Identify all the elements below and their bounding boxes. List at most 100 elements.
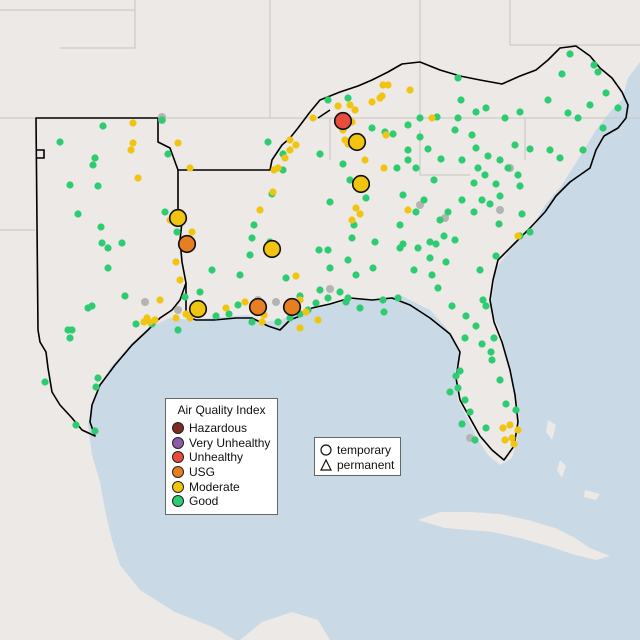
good-monitor-dot[interactable] (404, 121, 412, 129)
good-monitor-dot[interactable] (461, 396, 469, 404)
moderate-monitor-dot[interactable] (514, 232, 522, 240)
good-monitor-dot[interactable] (369, 264, 377, 272)
good-monitor-dot[interactable] (501, 114, 509, 122)
good-monitor-dot[interactable] (495, 220, 503, 228)
good-monitor-dot[interactable] (380, 308, 388, 316)
good-monitor-dot[interactable] (472, 108, 480, 116)
highlighted-monitor-usg[interactable] (282, 297, 302, 317)
moderate-monitor-dot[interactable] (176, 276, 184, 284)
highlighted-monitor-unhealthy[interactable] (333, 111, 353, 131)
moderate-monitor-dot[interactable] (514, 426, 522, 434)
good-monitor-dot[interactable] (324, 294, 332, 302)
good-monitor-dot[interactable] (393, 164, 401, 172)
moderate-monitor-dot[interactable] (384, 81, 392, 89)
unknown-monitor-dot[interactable] (416, 201, 424, 209)
good-monitor-dot[interactable] (594, 68, 602, 76)
good-monitor-dot[interactable] (132, 320, 140, 328)
moderate-monitor-dot[interactable] (404, 206, 412, 214)
good-monitor-dot[interactable] (482, 424, 490, 432)
moderate-monitor-dot[interactable] (406, 86, 414, 94)
moderate-monitor-dot[interactable] (186, 164, 194, 172)
moderate-monitor-dot[interactable] (129, 119, 137, 127)
good-monitor-dot[interactable] (436, 216, 444, 224)
moderate-monitor-dot[interactable] (274, 164, 282, 172)
good-monitor-dot[interactable] (94, 374, 102, 382)
unknown-monitor-dot[interactable] (174, 306, 182, 314)
good-monitor-dot[interactable] (546, 146, 554, 154)
moderate-monitor-dot[interactable] (428, 114, 436, 122)
good-monitor-dot[interactable] (416, 133, 424, 141)
moderate-monitor-dot[interactable] (296, 324, 304, 332)
good-monitor-dot[interactable] (430, 176, 438, 184)
good-monitor-dot[interactable] (84, 304, 92, 312)
moderate-monitor-dot[interactable] (346, 101, 354, 109)
moderate-monitor-dot[interactable] (510, 440, 518, 448)
good-monitor-dot[interactable] (286, 314, 294, 322)
good-monitor-dot[interactable] (326, 264, 334, 272)
good-monitor-dot[interactable] (454, 74, 462, 82)
good-monitor-dot[interactable] (454, 114, 462, 122)
good-monitor-dot[interactable] (564, 109, 572, 117)
good-monitor-dot[interactable] (512, 406, 520, 414)
good-monitor-dot[interactable] (98, 239, 106, 247)
good-monitor-dot[interactable] (174, 326, 182, 334)
good-monitor-dot[interactable] (66, 181, 74, 189)
good-monitor-dot[interactable] (614, 104, 622, 112)
moderate-monitor-dot[interactable] (378, 92, 386, 100)
good-monitor-dot[interactable] (316, 286, 324, 294)
moderate-monitor-dot[interactable] (501, 436, 509, 444)
moderate-monitor-dot[interactable] (314, 316, 322, 324)
good-monitor-dot[interactable] (352, 271, 360, 279)
good-monitor-dot[interactable] (471, 436, 479, 444)
good-monitor-dot[interactable] (516, 182, 524, 190)
good-monitor-dot[interactable] (574, 114, 582, 122)
moderate-monitor-dot[interactable] (222, 304, 230, 312)
good-monitor-dot[interactable] (470, 208, 478, 216)
good-monitor-dot[interactable] (121, 292, 129, 300)
good-monitor-dot[interactable] (476, 266, 484, 274)
good-monitor-dot[interactable] (396, 221, 404, 229)
good-monitor-dot[interactable] (448, 302, 456, 310)
good-monitor-dot[interactable] (440, 232, 448, 240)
good-monitor-dot[interactable] (371, 238, 379, 246)
good-monitor-dot[interactable] (426, 254, 434, 262)
good-monitor-dot[interactable] (97, 223, 105, 231)
moderate-monitor-dot[interactable] (140, 318, 148, 326)
good-monitor-dot[interactable] (346, 176, 354, 184)
good-monitor-dot[interactable] (118, 239, 126, 247)
highlighted-monitor-usg[interactable] (177, 234, 197, 254)
good-monitor-dot[interactable] (89, 161, 97, 169)
good-monitor-dot[interactable] (486, 200, 494, 208)
good-monitor-dot[interactable] (41, 378, 49, 386)
moderate-monitor-dot[interactable] (151, 316, 159, 324)
good-monitor-dot[interactable] (92, 383, 100, 391)
good-monitor-dot[interactable] (212, 312, 220, 320)
good-monitor-dot[interactable] (488, 356, 496, 364)
good-monitor-dot[interactable] (161, 208, 169, 216)
good-monitor-dot[interactable] (236, 271, 244, 279)
good-monitor-dot[interactable] (492, 252, 500, 260)
moderate-monitor-dot[interactable] (309, 114, 317, 122)
good-monitor-dot[interactable] (514, 171, 522, 179)
good-monitor-dot[interactable] (472, 144, 480, 152)
good-monitor-dot[interactable] (518, 210, 526, 218)
good-monitor-dot[interactable] (481, 171, 489, 179)
good-monitor-dot[interactable] (74, 210, 82, 218)
good-monitor-dot[interactable] (462, 312, 470, 320)
good-monitor-dot[interactable] (250, 221, 258, 229)
good-monitor-dot[interactable] (99, 122, 107, 130)
good-monitor-dot[interactable] (496, 192, 504, 200)
good-monitor-dot[interactable] (496, 376, 504, 384)
good-monitor-dot[interactable] (56, 138, 64, 146)
good-monitor-dot[interactable] (394, 294, 402, 302)
good-monitor-dot[interactable] (558, 70, 566, 78)
good-monitor-dot[interactable] (496, 156, 504, 164)
good-monitor-dot[interactable] (426, 238, 434, 246)
highlighted-monitor-moderate[interactable] (168, 208, 188, 228)
good-monitor-dot[interactable] (94, 182, 102, 190)
moderate-monitor-dot[interactable] (382, 131, 390, 139)
good-monitor-dot[interactable] (590, 61, 598, 69)
good-monitor-dot[interactable] (466, 408, 474, 416)
unknown-monitor-dot[interactable] (326, 285, 334, 293)
